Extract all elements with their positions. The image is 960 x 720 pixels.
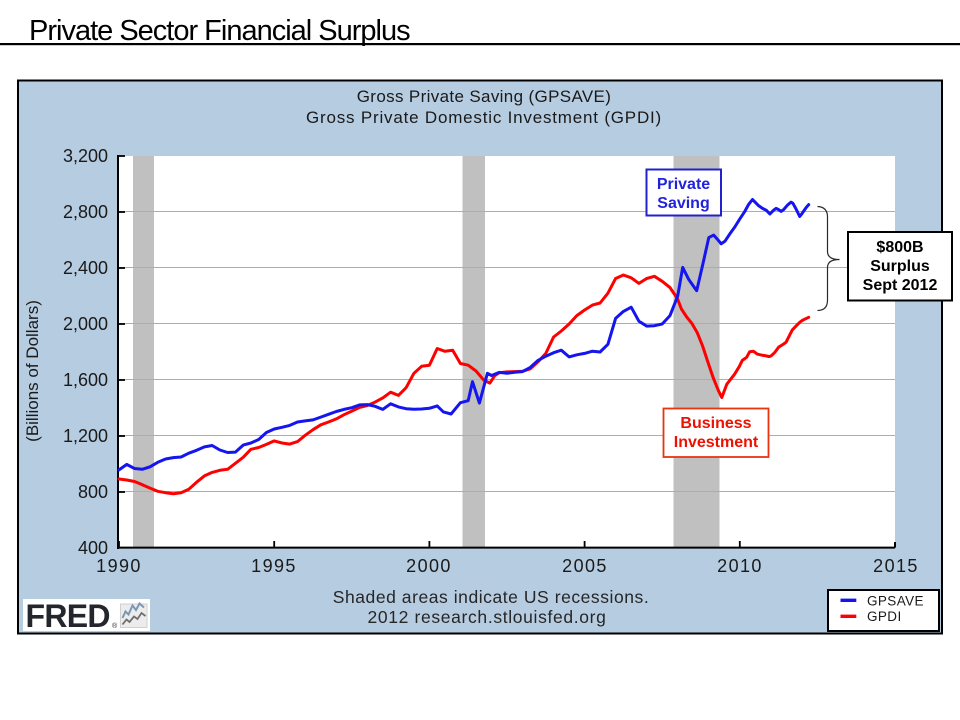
svg-text:1,200: 1,200 — [63, 426, 108, 446]
svg-text:1,600: 1,600 — [63, 370, 108, 390]
svg-text:Private: Private — [657, 176, 710, 193]
svg-text:Saving: Saving — [657, 195, 709, 212]
svg-text:Investment: Investment — [674, 434, 759, 451]
svg-text:GPDI: GPDI — [867, 609, 902, 624]
svg-text:2005: 2005 — [562, 556, 608, 576]
svg-text:1995: 1995 — [251, 556, 297, 576]
svg-text:FRED: FRED — [26, 598, 110, 634]
svg-text:400: 400 — [78, 538, 108, 558]
svg-text:2010: 2010 — [717, 556, 763, 576]
svg-text:2,400: 2,400 — [63, 258, 108, 278]
svg-text:1990: 1990 — [96, 556, 142, 576]
svg-text:2012 research.stlouisfed.org: 2012 research.stlouisfed.org — [367, 607, 606, 627]
svg-text:2,800: 2,800 — [63, 202, 108, 222]
svg-text:Shaded areas indicate US reces: Shaded areas indicate US recessions. — [333, 587, 650, 607]
svg-text:$800B: $800B — [876, 239, 923, 256]
svg-text:Business: Business — [680, 415, 751, 432]
svg-text:Private Sector Financial Surpl: Private Sector Financial Surplus — [29, 15, 410, 47]
svg-text:800: 800 — [78, 482, 108, 502]
svg-text:Gross Private Saving (GPSAVE): Gross Private Saving (GPSAVE) — [357, 87, 612, 106]
svg-text:(Billions of Dollars): (Billions of Dollars) — [23, 300, 42, 442]
svg-text:3,200: 3,200 — [63, 146, 108, 166]
svg-text:Gross Private Domestic Investm: Gross Private Domestic Investment (GPDI) — [306, 108, 662, 127]
svg-text:2015: 2015 — [873, 556, 919, 576]
svg-text:Sept 2012: Sept 2012 — [863, 277, 938, 294]
svg-text:2,000: 2,000 — [63, 314, 108, 334]
svg-text:Surplus: Surplus — [870, 258, 930, 275]
svg-text:®: ® — [112, 622, 118, 630]
svg-text:GPSAVE: GPSAVE — [867, 594, 924, 609]
svg-text:2000: 2000 — [406, 556, 452, 576]
